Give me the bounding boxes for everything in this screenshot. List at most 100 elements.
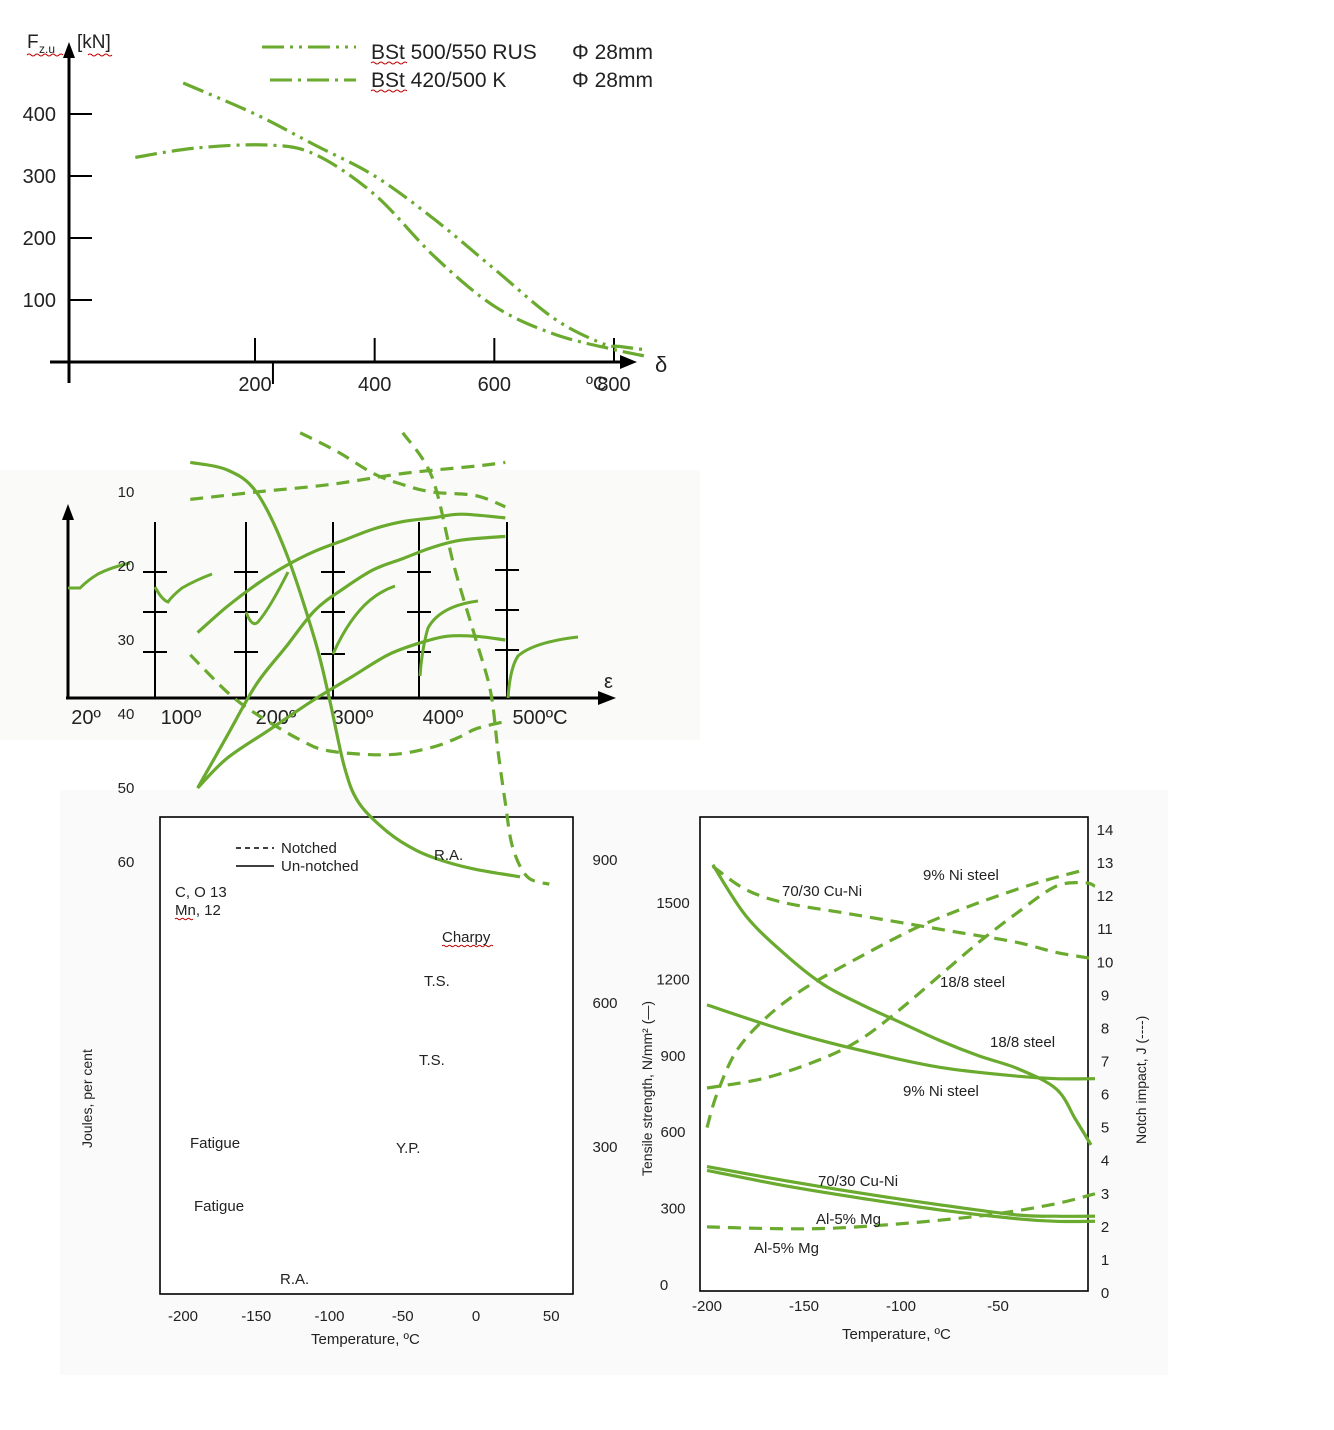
force-ytick-label-100: 100 (23, 290, 56, 312)
tensile-curve-labels: 70/30 Cu-Ni 9% Ni steel 18/8 steel 18/8 … (754, 867, 1055, 1257)
impact-ytick-label-7: 7 (1101, 1054, 1109, 1071)
label-188-impact: 18/8 steel (940, 974, 1005, 991)
tensile-ytick-label-300: 300 (660, 1201, 685, 1218)
strain-temp-label-5: 500ºC (512, 707, 567, 729)
tensile-series-18-8-steel-tensile (711, 863, 1093, 1146)
tensile-series-18-8-steel-impact (706, 881, 1096, 1090)
force-xtick-label-600: 600 (478, 374, 511, 396)
joules-series-y-p (196, 534, 506, 789)
tensile-xtick-label--200: -200 (692, 1298, 722, 1315)
impact-ytick-label-4: 4 (1101, 1153, 1109, 1170)
joules-xtick-label--200: -200 (168, 1308, 198, 1325)
legend-spellcheck-underline-2 (370, 89, 408, 93)
joules-ytick-label-10: 10 (118, 484, 135, 501)
impact-ytick-label-11: 11 (1097, 921, 1113, 938)
strain-curve-200 (244, 571, 290, 626)
joules-ytick-label-50: 50 (118, 780, 135, 797)
force-ylabel-subscript: z.u (39, 42, 55, 56)
strain-y-axis-arrow (62, 504, 74, 520)
force-ylabel-symbol: F (27, 32, 39, 53)
force-ytick-label-300: 300 (23, 166, 56, 188)
impact-ytick-label-14: 14 (1097, 822, 1114, 839)
strain-temp-label-2: 200º (256, 707, 297, 729)
force-temperature-chart: 400 300 200 100 200 400 600 800 F z.u [kN] δ º… (23, 32, 668, 396)
label-fatigue-1: Fatigue (190, 1135, 240, 1152)
joules-series-t-s-un-notched (196, 634, 506, 790)
charpy-spellcheck-underline (441, 944, 494, 948)
label-cuni-tensile: 70/30 Cu-Ni (818, 1173, 898, 1190)
legend-label-bst500: BSt 500/550 RUS (371, 41, 537, 64)
tensile-series-70-30-cu-ni-impact (711, 865, 1096, 961)
impact-ytick-label-2: 2 (1101, 1219, 1109, 1236)
strain-temp-label-4: 400º (423, 707, 464, 729)
strain-curve-100 (153, 572, 213, 604)
strain-temp-label-3: 300º (333, 707, 374, 729)
strain-curve-500 (506, 635, 579, 699)
tensile-ytick-label-900: 900 (660, 1048, 685, 1065)
stress-strain-chart: ε (62, 504, 616, 729)
force-xtick-label-200: 200 (238, 374, 271, 396)
impact-ytick-label-8: 8 (1101, 1020, 1109, 1037)
impact-ytick-label-1: 1 (1101, 1252, 1109, 1269)
composition-spellcheck-underline (174, 917, 194, 921)
tensile-series-al-5-mg-impact (706, 1192, 1096, 1231)
joules-y2tick-label-900: 900 (592, 852, 617, 869)
label-cuni-impact: 70/30 Cu-Ni (782, 883, 862, 900)
impact-ytick-label-6: 6 (1101, 1087, 1109, 1104)
strain-panel-background (0, 470, 700, 740)
force-series-bst-420-500-k (135, 143, 645, 358)
joules-xtick-label--100: -100 (314, 1308, 344, 1325)
joules-legend: Notched Un-notched (236, 840, 359, 875)
strain-xlabel: ε (604, 671, 613, 693)
strain-curve-400 (418, 599, 479, 677)
joules-ylabel: Joules, per cent (79, 1049, 95, 1148)
tensile-ytick-label-0: 0 (660, 1277, 668, 1294)
label-ts-notched: T.S. (424, 973, 450, 990)
impact-ytick-label-3: 3 (1101, 1186, 1109, 1203)
impact-ytick-label-13: 13 (1097, 855, 1114, 872)
tensile-series-70-30-cu-ni-tensile (706, 1165, 1096, 1218)
tensile-series-9-ni-steel-impact (705, 868, 1086, 1129)
legend-notched-label: Notched (281, 840, 337, 857)
label-ra-top: R.A. (434, 847, 463, 864)
force-y-axis-arrow (63, 42, 75, 58)
legend-diameter-bst420: Φ 28mm (572, 69, 653, 92)
joules-xtick-label--150: -150 (241, 1308, 271, 1325)
joules-xtick-label--50: -50 (392, 1308, 414, 1325)
force-ytick-label-200: 200 (23, 228, 56, 250)
joules-series-fatigue-notched (190, 460, 506, 501)
label-charpy: Charpy (442, 929, 491, 946)
label-188-tensile: 18/8 steel (990, 1034, 1055, 1051)
joules-series-fatigue-un-notched (196, 512, 506, 634)
tensile-series-9-ni-steel-tensile (706, 1003, 1096, 1081)
force-ylabel-spellcheck-underline (26, 53, 64, 57)
force-ylabel-unit: [kN] (77, 32, 111, 53)
joules-series-r-a-notched (299, 431, 506, 509)
strain-curves (68, 561, 579, 699)
strain-temp-label-1: 100º (161, 707, 202, 729)
force-xtick-label-800: 800 (597, 374, 630, 396)
impact-ylabel: Notch impact, J (----) (1133, 1016, 1149, 1144)
joules-curve-labels: R.A. Charpy T.S. T.S. Y.P. Fatigue Fatig… (190, 847, 494, 1288)
legend-diameter-bst500: Φ 28mm (572, 41, 653, 64)
label-ra-bottom: R.A. (280, 1271, 309, 1288)
label-yp: Y.P. (396, 1140, 420, 1157)
strain-x-axis-arrow (598, 691, 616, 705)
force-series-bst-500-550-rus (182, 81, 645, 352)
label-ni-tensile: 9% Ni steel (903, 1083, 979, 1100)
force-xlabel: δ (655, 352, 667, 377)
tensile-xlabel: Temperature, ºC (842, 1326, 951, 1343)
strain-temp-label-0: 20º (71, 707, 101, 729)
joules-y2tick-label-600: 600 (592, 995, 617, 1012)
joules-xtick-label-50: 50 (543, 1308, 560, 1325)
tensile-xtick-label--150: -150 (789, 1298, 819, 1315)
joules-ytick-label-30: 30 (118, 632, 135, 649)
tensile-ytick-label-1200: 1200 (656, 971, 689, 988)
tensile-ytick-label-1500: 1500 (656, 895, 689, 912)
joules-temperature-chart: -200 -150 -100 -50 0 50102030405060300600900 … (79, 431, 618, 1348)
tensile-plot-frame (699, 816, 1089, 1292)
tensile-impact-chart: -200 -150 -100 -500300600900120015000123456… (639, 816, 1149, 1343)
tensile-xtick-label--100: -100 (886, 1298, 916, 1315)
force-ytick-label-400: 400 (23, 104, 56, 126)
